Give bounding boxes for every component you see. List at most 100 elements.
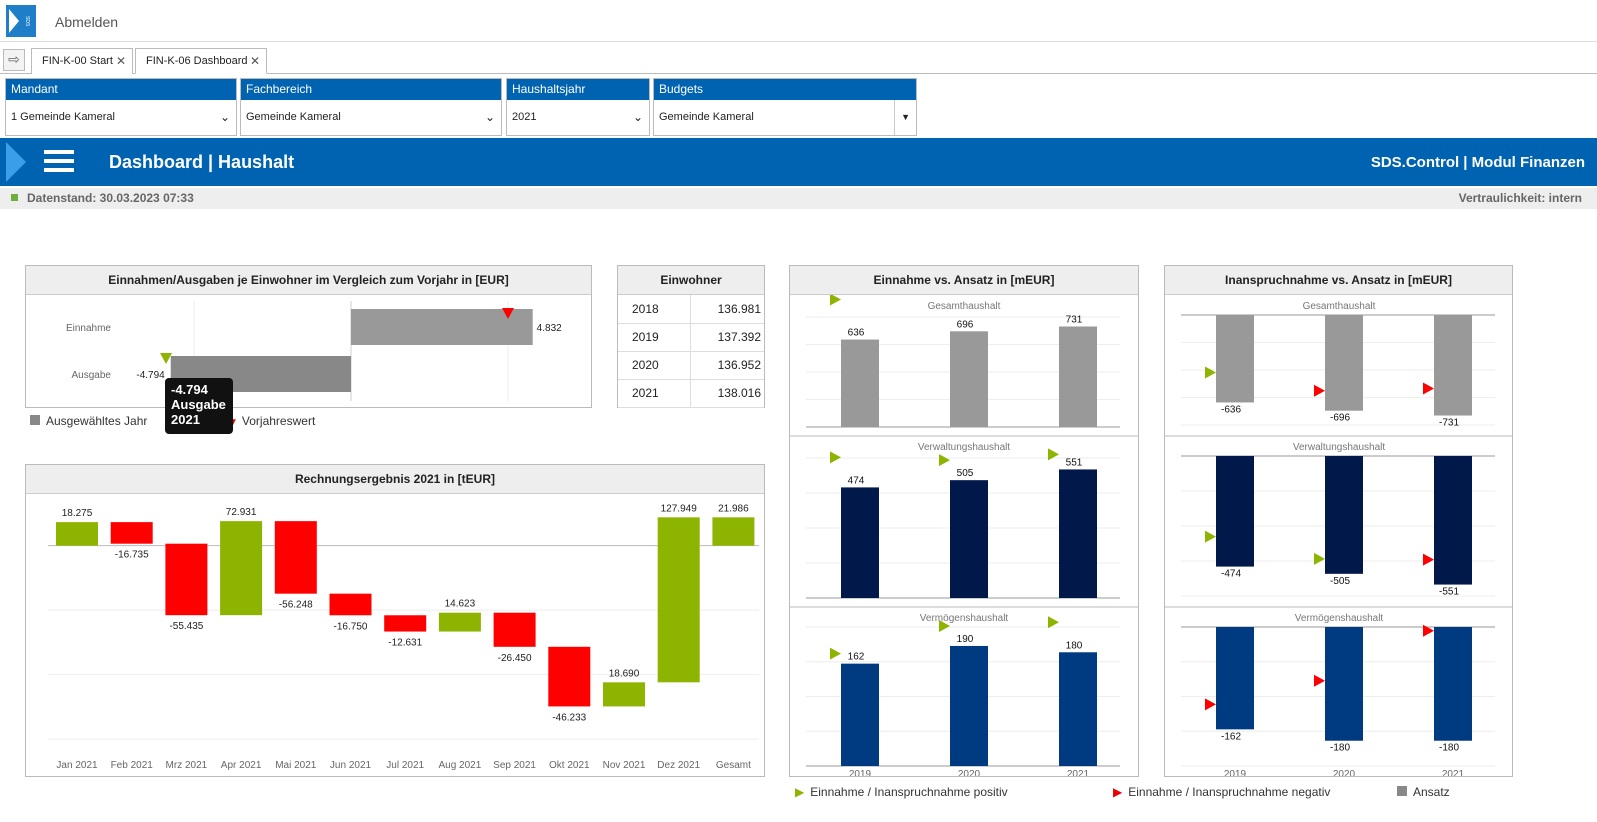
einnahme-charts: Gesamthaushalt 636 696 731 Verwaltungshausha… bbox=[790, 235, 1138, 780]
bar bbox=[384, 615, 427, 632]
category-label: Mai 2021 bbox=[275, 760, 317, 771]
comparison-marker bbox=[1423, 382, 1434, 395]
bar bbox=[220, 521, 263, 616]
chart-tooltip: -4.794 Ausgabe 2021 bbox=[165, 378, 233, 434]
hamburger-menu-icon[interactable] bbox=[44, 150, 74, 174]
filter-value: Gemeinde Kameral bbox=[246, 111, 341, 123]
caret-down-icon[interactable]: ▼ bbox=[894, 100, 910, 135]
filter-value: 1 Gemeinde Kameral bbox=[11, 111, 115, 123]
value-label: -731 bbox=[1439, 418, 1459, 429]
table-row: 2021 138.016 bbox=[618, 379, 764, 408]
value-label: 127.949 bbox=[661, 503, 698, 514]
close-icon[interactable]: ✕ bbox=[115, 54, 126, 68]
bar bbox=[438, 612, 481, 632]
comparison-marker bbox=[1048, 616, 1059, 629]
filter-mandant[interactable]: Mandant 1 Gemeinde Kameral ⌄ bbox=[5, 78, 237, 136]
legend-selected-year: Ausgewähltes Jahr bbox=[30, 414, 147, 428]
comparison-marker bbox=[939, 454, 950, 467]
chart-subtitle: Vermögenshaushalt bbox=[920, 613, 1009, 624]
value-label: 505 bbox=[957, 468, 974, 479]
logout-link[interactable]: Abmelden bbox=[55, 14, 119, 30]
year-cell: 2021 bbox=[618, 379, 691, 408]
population-cell: 137.392 bbox=[690, 323, 764, 352]
brand-chevron-icon bbox=[6, 142, 26, 182]
bar bbox=[56, 522, 98, 546]
bar bbox=[603, 682, 645, 707]
chevron-down-icon[interactable]: ⌄ bbox=[484, 110, 495, 124]
bar bbox=[841, 339, 879, 427]
tab-label: FIN-K-06 Dashboard bbox=[146, 55, 248, 67]
red-triangle-icon: ▶ bbox=[1113, 785, 1123, 799]
bar bbox=[1325, 627, 1363, 741]
value-label: 4.832 bbox=[537, 323, 562, 334]
forward-arrow-icon[interactable]: ⇨ bbox=[3, 49, 25, 71]
tooltip-value: -4.794 bbox=[171, 382, 208, 397]
comparison-marker bbox=[830, 451, 841, 464]
bar bbox=[841, 487, 879, 598]
confidentiality-label: Vertraulichkeit: intern bbox=[1458, 191, 1582, 205]
panel-title: Einwohner bbox=[618, 266, 764, 295]
category-label: Mrz 2021 bbox=[166, 760, 208, 771]
panel-title: Einnahme vs. Ansatz in [mEUR] bbox=[790, 266, 1138, 295]
legend-negative: ▶ Einnahme / Inanspruchnahme negativ bbox=[1113, 785, 1330, 799]
legend-prev-year: ▼Vorjahreswert bbox=[228, 414, 315, 428]
value-label: -4.794 bbox=[136, 370, 165, 381]
tab-dashboard[interactable]: FIN-K-06 Dashboard ✕ bbox=[135, 48, 267, 74]
logo-text: SDS bbox=[24, 16, 30, 27]
bar bbox=[950, 331, 988, 427]
status-square-icon bbox=[11, 194, 18, 201]
comparison-marker bbox=[830, 293, 841, 306]
chevron-down-icon[interactable]: ⌄ bbox=[632, 110, 643, 124]
value-label: 551 bbox=[1066, 457, 1083, 468]
bar bbox=[548, 646, 591, 707]
filter-fachbereich[interactable]: Fachbereich Gemeinde Kameral ⌄ bbox=[240, 78, 502, 136]
category-label: Feb 2021 bbox=[111, 760, 154, 771]
value-label: -26.450 bbox=[498, 653, 532, 664]
comparison-marker bbox=[1205, 698, 1216, 711]
bar bbox=[841, 663, 879, 766]
legend-label: Einnahme / Inanspruchnahme positiv bbox=[810, 785, 1008, 799]
comparison-marker bbox=[1314, 384, 1325, 397]
year-label: 2021 bbox=[1442, 769, 1465, 776]
value-label: -162 bbox=[1221, 731, 1241, 742]
category-label: Okt 2021 bbox=[549, 760, 590, 771]
bar bbox=[1216, 456, 1254, 567]
chevron-down-icon[interactable]: ⌄ bbox=[219, 110, 230, 124]
filter-budgets[interactable]: Budgets Gemeinde Kameral ▼ bbox=[653, 78, 917, 136]
value-label: -696 bbox=[1330, 413, 1350, 424]
top-bar: SDS Abmelden bbox=[0, 0, 1597, 42]
comparison-marker bbox=[1423, 553, 1434, 566]
category-label: Jun 2021 bbox=[330, 760, 372, 771]
value-label: -46.233 bbox=[552, 712, 586, 723]
table-row: 2020 136.952 bbox=[618, 351, 764, 380]
legend-label: Ansatz bbox=[1413, 785, 1450, 799]
page-title: Dashboard | Haushalt bbox=[109, 152, 295, 172]
value-label: 696 bbox=[957, 319, 974, 330]
tab-label: FIN-K-00 Start bbox=[42, 55, 113, 67]
value-label: -180 bbox=[1330, 743, 1350, 754]
green-triangle-icon: ▶ bbox=[795, 785, 805, 799]
inanspruchnahme-charts: Gesamthaushalt -636 -696 -731 Verwaltungshau… bbox=[1165, 301, 1513, 780]
filter-value: Gemeinde Kameral bbox=[659, 111, 754, 123]
filter-header: Fachbereich bbox=[241, 79, 501, 100]
tab-start[interactable]: FIN-K-00 Start ✕ bbox=[31, 48, 133, 74]
sds-logo[interactable]: SDS bbox=[6, 5, 36, 37]
year-label: 2019 bbox=[849, 769, 872, 776]
panel-rechnungsergebnis: Rechnungsergebnis 2021 in [tEUR] 18.275 J… bbox=[25, 464, 765, 777]
chart-subtitle: Vermögenshaushalt bbox=[1295, 613, 1384, 624]
bar bbox=[1059, 469, 1097, 598]
bar bbox=[950, 480, 988, 598]
population-cell: 138.016 bbox=[690, 379, 764, 408]
filter-haushaltsjahr[interactable]: Haushaltsjahr 2021 ⌄ bbox=[506, 78, 650, 136]
value-label: 21.986 bbox=[718, 503, 749, 514]
comparison-marker bbox=[830, 647, 841, 660]
table-row: 2018 136.981 bbox=[618, 295, 764, 324]
comparison-marker bbox=[1205, 530, 1216, 543]
category-label: Dez 2021 bbox=[657, 760, 700, 771]
close-icon[interactable]: ✕ bbox=[249, 54, 260, 68]
category-label: Einnahme bbox=[66, 323, 111, 334]
year-label: 2021 bbox=[1067, 769, 1090, 776]
panel-title: Rechnungsergebnis 2021 in [tEUR] bbox=[26, 465, 764, 494]
filter-header: Budgets bbox=[654, 79, 916, 100]
panel-einnahme-ansatz: Einnahme vs. Ansatz in [mEUR] Gesamthaus… bbox=[789, 235, 1139, 780]
